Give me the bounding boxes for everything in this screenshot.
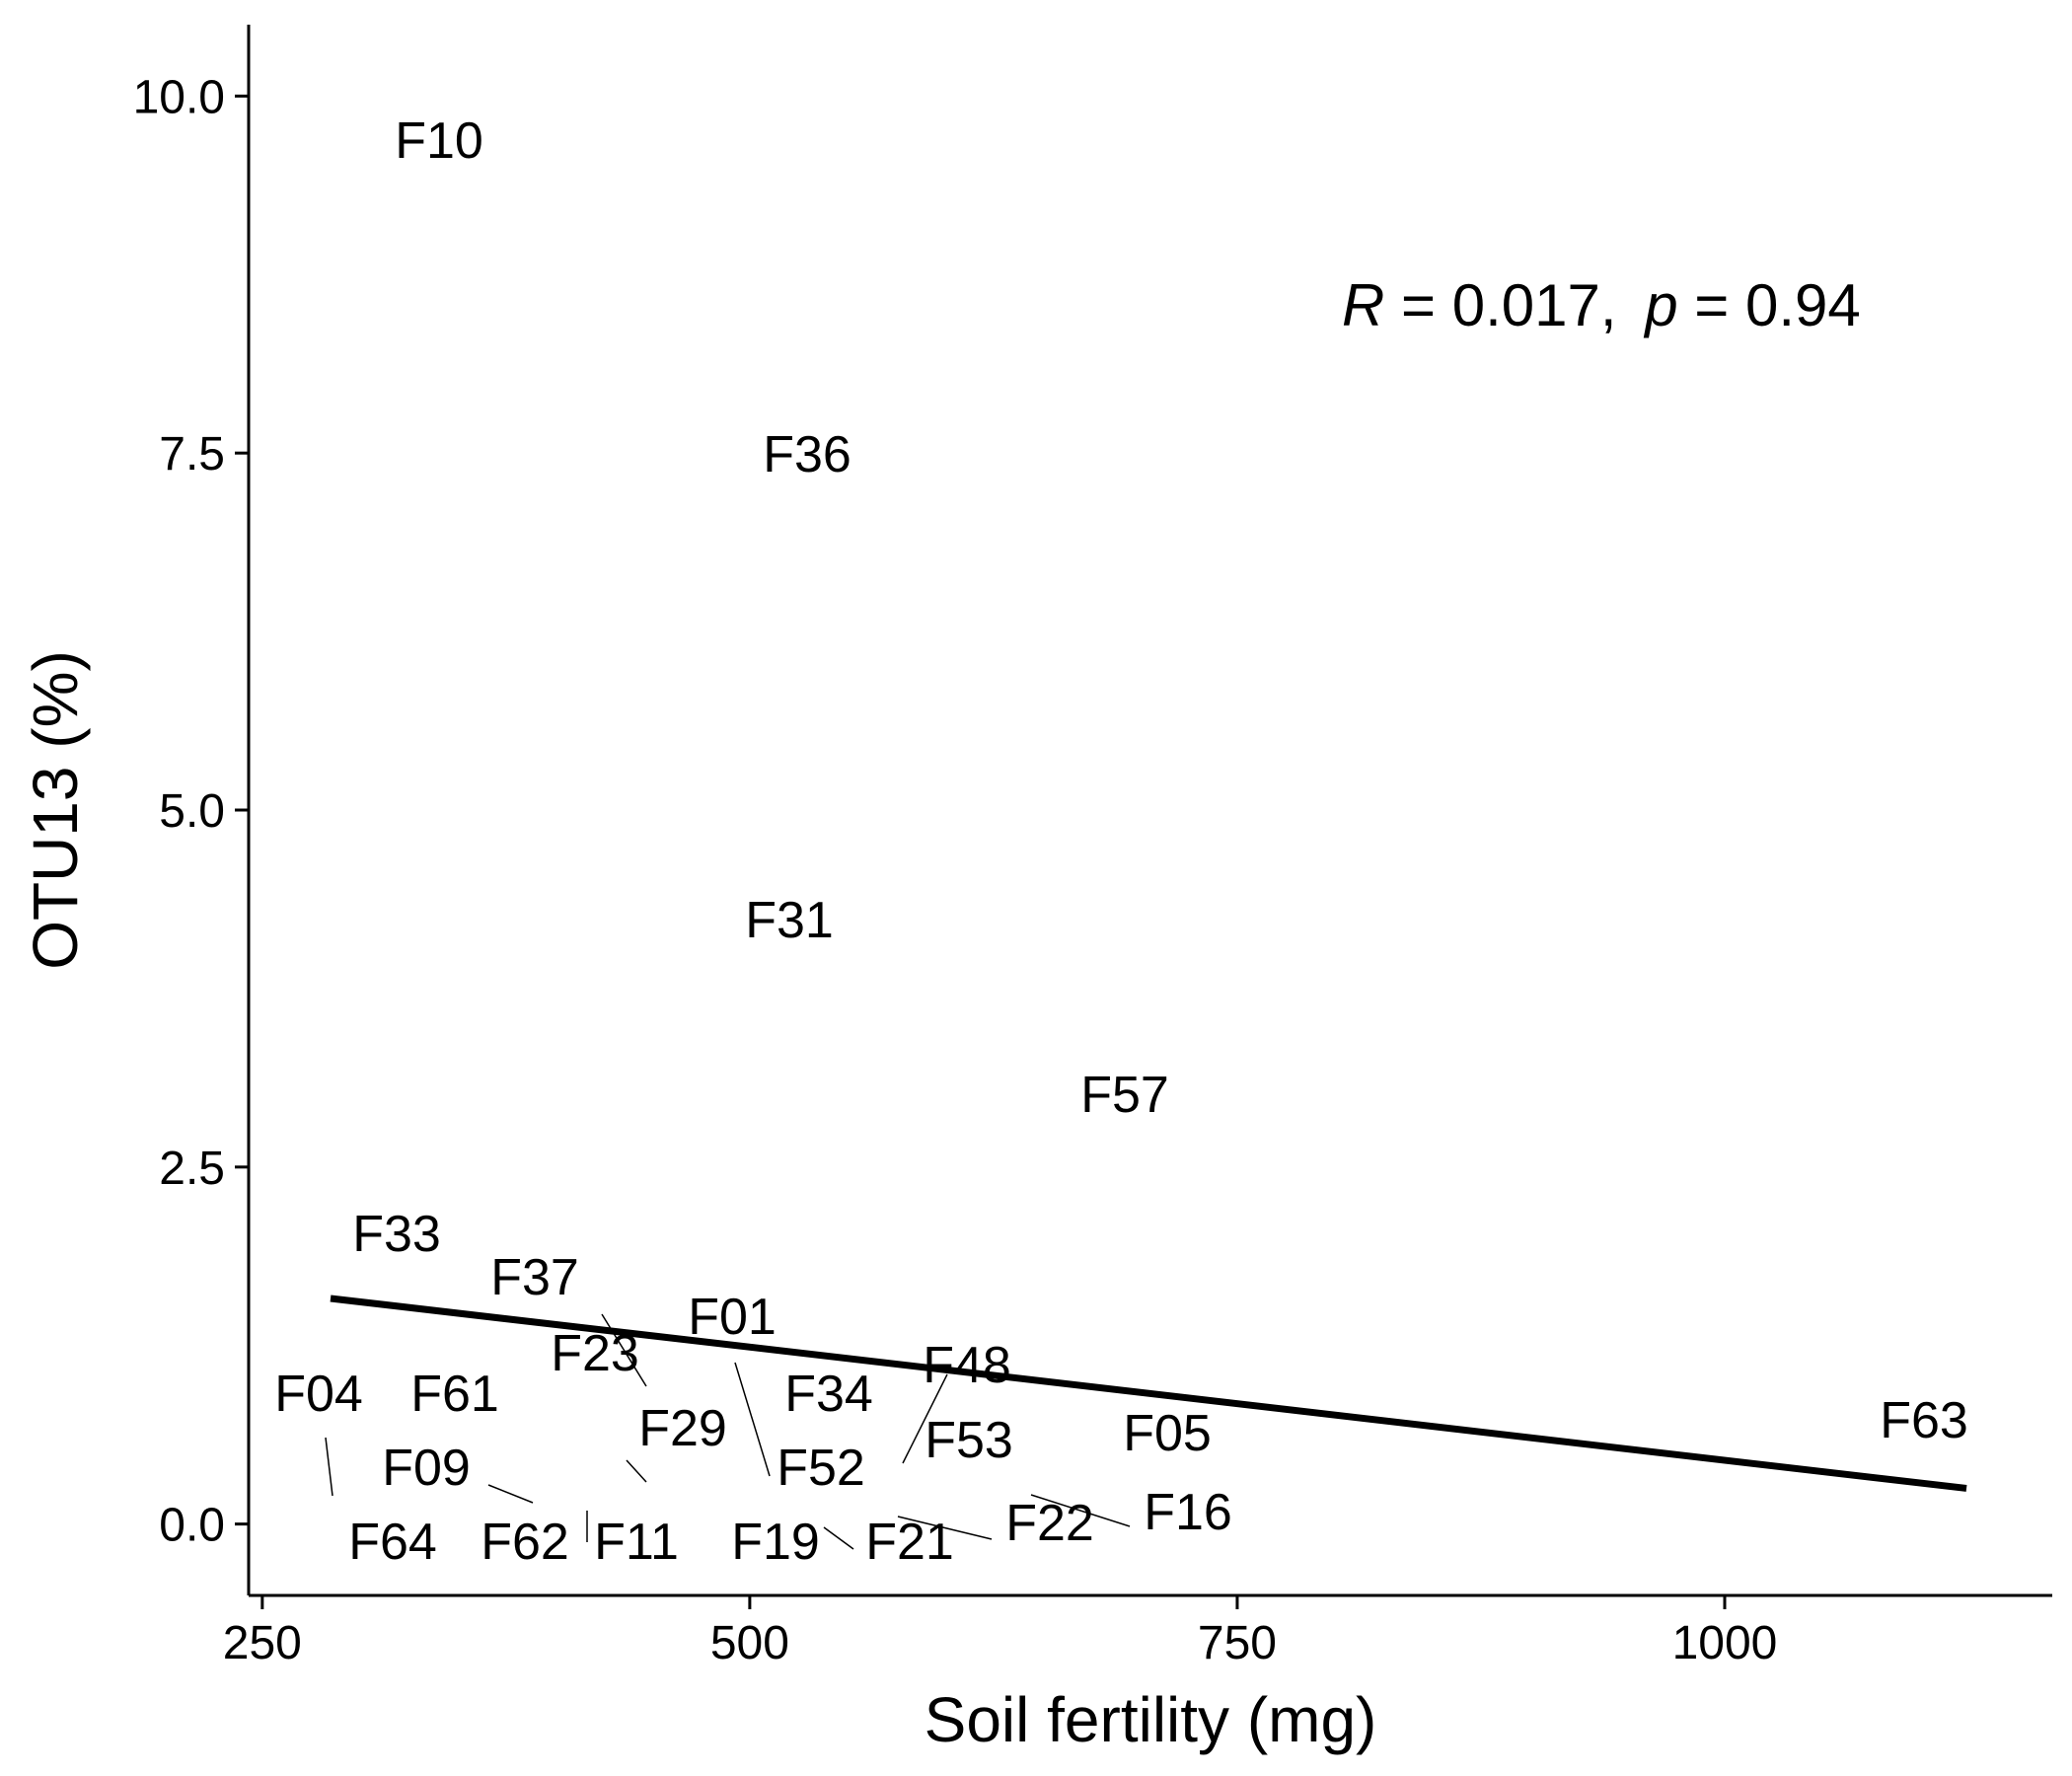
point-label: F33 (352, 1206, 441, 1263)
repel-segment (823, 1526, 854, 1550)
repel-segment (1030, 1494, 1131, 1527)
y-tick-label: 2.5 (159, 1143, 225, 1195)
x-tick-label: 1000 (1672, 1617, 1778, 1669)
p-value: = 0.94 (1694, 272, 1861, 338)
point-label: F05 (1123, 1405, 1212, 1462)
x-tick-label: 750 (1198, 1617, 1277, 1669)
y-tick-label: 0.0 (159, 1500, 225, 1552)
point-label: F29 (638, 1400, 727, 1457)
y-axis-title: OTU13 (%) (20, 650, 91, 970)
point-label: F01 (688, 1289, 777, 1346)
x-axis-title: Soil fertility (mg) (925, 1684, 1377, 1755)
repel-segment (902, 1373, 948, 1464)
repel-segment (897, 1516, 993, 1540)
point-label: F04 (274, 1366, 363, 1423)
repel-segment (626, 1459, 647, 1483)
point-label: F22 (1005, 1495, 1094, 1552)
point-label: F16 (1144, 1484, 1232, 1541)
r-symbol: R (1342, 272, 1384, 338)
point-label: F62 (481, 1514, 569, 1571)
point-label: F21 (865, 1514, 954, 1571)
y-tick-label: 5.0 (159, 785, 225, 838)
point-label: F52 (777, 1440, 865, 1497)
point-label: F48 (923, 1337, 1011, 1394)
point-label: F57 (1080, 1067, 1169, 1124)
repel-segment (487, 1484, 534, 1504)
point-label: F63 (1880, 1392, 1968, 1449)
r-value: = 0.017, (1401, 272, 1617, 338)
point-label: F53 (925, 1412, 1013, 1469)
point-label: F11 (594, 1514, 679, 1571)
x-tick-label: 250 (223, 1617, 302, 1669)
point-label: F09 (382, 1440, 471, 1497)
point-label: F61 (410, 1366, 499, 1423)
y-tick-label: 10.0 (133, 71, 225, 123)
point-label: F34 (784, 1366, 873, 1423)
point-label: F64 (348, 1514, 437, 1571)
y-tick-label: 7.5 (159, 428, 225, 481)
point-label: F19 (731, 1514, 820, 1571)
point-label: F31 (745, 892, 834, 949)
p-symbol: p (1643, 272, 1677, 338)
regression-line (330, 1295, 1967, 1492)
x-tick-label: 500 (710, 1617, 789, 1669)
point-label: F37 (490, 1249, 579, 1306)
point-label: F23 (551, 1325, 639, 1382)
point-label: F10 (395, 112, 483, 170)
y-axis-ticks: 0.0 2.5 5.0 7.5 10.0 (133, 71, 249, 1552)
repel-segment (601, 1313, 647, 1387)
x-axis-ticks: 250 500 750 1000 (223, 1595, 1778, 1669)
repel-segment (734, 1362, 771, 1477)
point-label: F36 (763, 426, 851, 483)
repel-segment (325, 1437, 333, 1497)
correlation-annotation: R = 0.017, p = 0.94 (1342, 272, 1861, 338)
